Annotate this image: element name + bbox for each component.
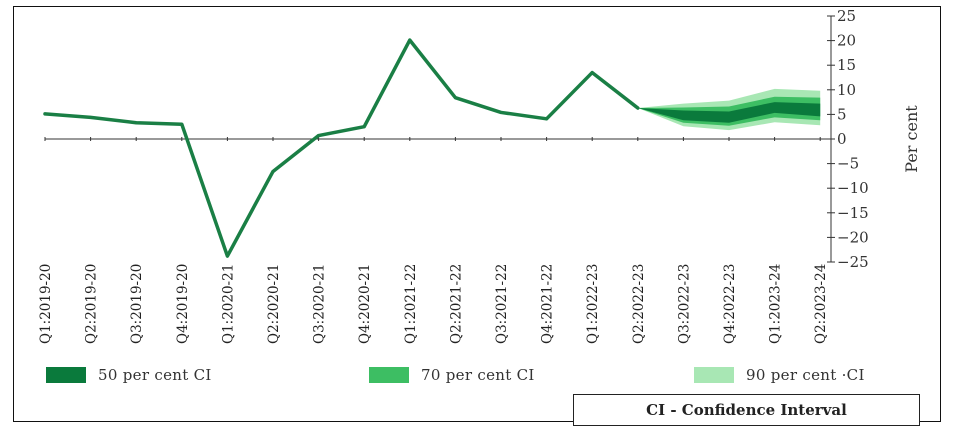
x-tick-label: Q1:2022-23 bbox=[585, 264, 601, 344]
y-axis-label: Per cent bbox=[902, 105, 921, 173]
x-tick-label: Q3:2021-22 bbox=[494, 264, 510, 344]
y-tick-label: −5 bbox=[837, 155, 859, 173]
x-tick-label: Q2:2019-20 bbox=[84, 264, 100, 344]
y-tick-label: −10 bbox=[837, 179, 869, 197]
note-text: CI - Confidence Interval bbox=[646, 401, 847, 419]
y-tick-label: −15 bbox=[837, 204, 869, 222]
legend-label-70: 70 per cent CI bbox=[421, 366, 535, 384]
legend-item-70: 70 per cent CI bbox=[369, 366, 535, 384]
x-tick-label: Q2:2022-23 bbox=[631, 264, 647, 344]
x-tick-label: Q1:2023-24 bbox=[768, 264, 784, 344]
x-tick-label: Q4:2020-21 bbox=[357, 264, 373, 344]
x-tick-label: Q2:2021-22 bbox=[448, 264, 464, 344]
x-tick-label: Q2:2023-24 bbox=[813, 264, 829, 344]
series-line bbox=[43, 38, 640, 258]
y-tick-label: −20 bbox=[837, 228, 869, 246]
y-tick-label: −25 bbox=[837, 253, 869, 271]
x-tick-label: Q4:2019-20 bbox=[175, 264, 191, 344]
data-point bbox=[590, 71, 594, 75]
data-point bbox=[499, 110, 503, 114]
data-point bbox=[89, 115, 93, 119]
legend-swatch-70 bbox=[369, 367, 409, 383]
y-tick-label: 25 bbox=[837, 7, 856, 25]
legend-item-90: 90 per cent ·CI bbox=[694, 366, 865, 384]
data-point bbox=[362, 125, 366, 129]
x-tick-label: Q4:2022-23 bbox=[722, 264, 738, 344]
data-point bbox=[453, 96, 457, 100]
x-tick-label: Q1:2021-22 bbox=[403, 264, 419, 344]
x-tick-label: Q1:2020-21 bbox=[220, 264, 236, 344]
x-tick-label: Q1:2019-20 bbox=[38, 264, 54, 344]
data-point bbox=[317, 134, 321, 138]
fan-chart: 25 20 15 10 5 0 −5 −10 −15 −20 −25 Per cent Q1:2019-… bbox=[38, 7, 921, 344]
y-tick-label: 20 bbox=[837, 32, 856, 50]
x-tick-label: Q3:2020-21 bbox=[312, 264, 328, 344]
data-point bbox=[636, 106, 640, 110]
legend-label-50: 50 per cent CI bbox=[98, 366, 212, 384]
chart-frame: 25 20 15 10 5 0 −5 −10 −15 −20 −25 Per cent Q1:2019-… bbox=[13, 6, 941, 422]
x-tick-label: Q4:2021-22 bbox=[540, 264, 556, 344]
data-point bbox=[134, 121, 138, 125]
x-tick-label: Q2:2020-21 bbox=[266, 264, 282, 344]
legend-swatch-90 bbox=[694, 367, 734, 383]
data-point bbox=[408, 38, 412, 42]
legend-label-90: 90 per cent ·CI bbox=[746, 366, 865, 384]
ci50-band bbox=[637, 102, 821, 123]
legend-swatch-50 bbox=[46, 367, 86, 383]
data-point bbox=[271, 169, 275, 173]
data-point bbox=[180, 122, 184, 126]
data-point bbox=[43, 112, 47, 116]
data-point bbox=[225, 254, 229, 258]
legend-item-50: 50 per cent CI bbox=[46, 366, 212, 384]
x-tick-label: Q3:2022-23 bbox=[676, 264, 692, 344]
y-tick-label: 0 bbox=[837, 130, 847, 148]
y-tick-label: 5 bbox=[837, 105, 847, 123]
note-box: CI - Confidence Interval bbox=[573, 394, 920, 426]
x-tick-label: Q3:2019-20 bbox=[129, 264, 145, 344]
y-tick-label: 10 bbox=[837, 81, 856, 99]
y-tick-label: 15 bbox=[837, 56, 856, 74]
data-point bbox=[545, 117, 549, 121]
